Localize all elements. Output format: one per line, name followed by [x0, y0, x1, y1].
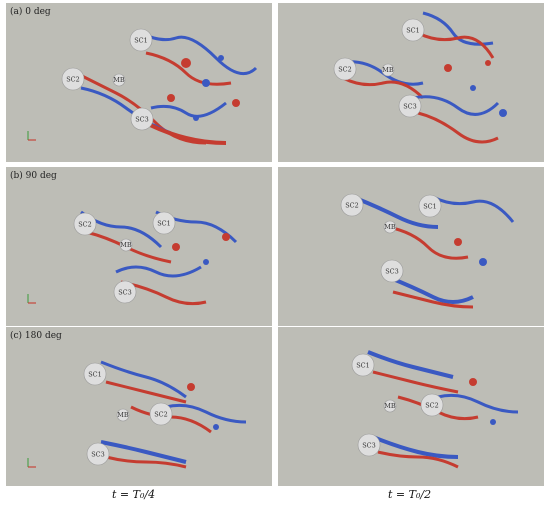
panel-c-right: SC1 SC2 MB SC3	[278, 327, 544, 486]
panel-b-left: SC1 SC2 MB SC3 (b) 90 deg	[6, 167, 272, 326]
cylinder-sc2	[420, 393, 444, 417]
cylinder-sc1	[351, 353, 375, 377]
cylinder-sc3	[380, 259, 404, 283]
cylinder-sc1	[401, 18, 425, 42]
cylinder-mb	[116, 408, 130, 422]
panel-b-right: SC1 SC2 MB SC3	[278, 167, 544, 326]
cylinder-label: SC2	[425, 402, 439, 410]
cylinder-label: SC1	[88, 371, 102, 379]
cylinder-sc3	[130, 107, 154, 131]
cylinder-sc3	[398, 94, 422, 118]
axis-triad-icon	[27, 458, 36, 468]
cylinder-sc2	[149, 402, 173, 426]
cylinder-mb	[381, 63, 395, 77]
cylinder-label: SC1	[423, 203, 437, 211]
cylinder-label: SC3	[91, 451, 105, 459]
cylinder-mb	[119, 238, 133, 252]
cylinder-label: SC2	[154, 411, 168, 419]
cylinder-label: SC3	[135, 116, 149, 124]
cylinder-label: SC1	[406, 27, 420, 35]
cylinder-sc2	[333, 57, 357, 81]
cylinder-sc2	[340, 193, 364, 217]
cylinder-label: SC3	[362, 442, 376, 450]
cylinder-label: SC3	[403, 103, 417, 111]
cylinder-label: MB	[117, 411, 129, 419]
cylinder-sc1	[152, 211, 176, 235]
cylinder-label: SC2	[66, 76, 80, 84]
cylinder-label: MB	[382, 66, 394, 74]
cylinder-mb	[383, 220, 397, 234]
cylinder-label: MB	[384, 223, 396, 231]
cylinder-label: SC1	[157, 220, 171, 228]
cylinder-label: SC2	[78, 221, 92, 229]
axis-triad-icon	[27, 294, 36, 304]
cylinder-label: SC2	[338, 66, 352, 74]
panel-label: (a) 0 deg	[10, 7, 51, 17]
cylinder-mb	[112, 73, 126, 87]
panel-a-left: SC1 SC2 MB SC3 (a) 0 deg	[6, 3, 272, 162]
cylinder-mb	[383, 399, 397, 413]
cylinder-label: MB	[384, 402, 396, 410]
panel-label: (b) 90 deg	[10, 171, 57, 181]
cylinder-sc1	[83, 362, 107, 386]
cylinder-label: MB	[120, 241, 132, 249]
cylinder-label: SC1	[134, 37, 148, 45]
cylinder-label: SC3	[385, 268, 399, 276]
panel-a-right: SC1 SC2 MB SC3	[278, 3, 544, 162]
cylinder-sc3	[113, 280, 137, 304]
cylinder-label: MB	[113, 76, 125, 84]
cylinder-sc1	[418, 194, 442, 218]
cylinder-sc1	[129, 28, 153, 52]
axis-triad-icon	[27, 131, 36, 141]
panel-c-left: SC1 SC2 MB SC3 (c) 180 deg	[6, 327, 272, 486]
cylinder-sc3	[86, 442, 110, 466]
cylinder-sc2	[73, 212, 97, 236]
caption-right: t = T₀/2	[388, 488, 432, 501]
cylinder-label: SC3	[118, 289, 132, 297]
cylinder-label: SC2	[345, 202, 359, 210]
panel-label: (c) 180 deg	[10, 331, 62, 341]
caption-left: t = T₀/4	[112, 488, 156, 501]
cylinder-sc3	[357, 433, 381, 457]
cylinder-sc2	[61, 67, 85, 91]
cylinder-label: SC1	[356, 362, 370, 370]
